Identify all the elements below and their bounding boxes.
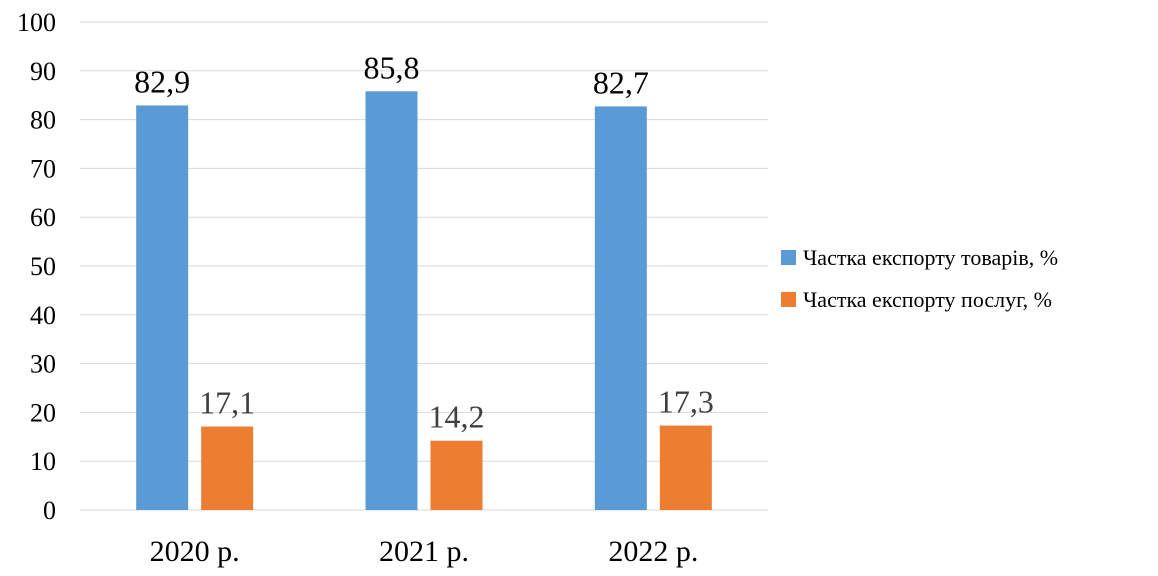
x-axis-category-labels: 2020 р. 2021 р. 2022 р.	[150, 535, 699, 568]
legend-label: Частка експорту послуг, %	[803, 287, 1052, 312]
y-axis-tick-labels: 0 10 20 30 40 50 60 70 80 90 100	[17, 8, 56, 525]
y-tick-label: 50	[30, 252, 56, 281]
data-label: 14,2	[429, 399, 485, 435]
y-tick-label: 30	[30, 350, 56, 379]
y-tick-label: 10	[30, 447, 56, 476]
gridlines	[80, 21, 768, 511]
y-tick-label: 40	[30, 301, 56, 330]
y-tick-label: 100	[17, 8, 56, 37]
y-tick-label: 0	[43, 496, 56, 525]
data-label: 17,3	[658, 384, 714, 420]
data-label: 82,7	[593, 64, 649, 100]
y-tick-label: 60	[30, 203, 56, 232]
x-category-label: 2021 р.	[379, 535, 469, 568]
y-tick-label: 20	[30, 398, 56, 427]
bar-series-1-cat-1	[430, 440, 483, 510]
bar-series-1-cat-2	[659, 425, 712, 510]
x-category-label: 2022 р.	[608, 535, 698, 568]
data-labels: 82,9 17,1 85,8 14,2 82,7 17,3	[134, 49, 714, 434]
bar-series-0-cat-2	[594, 106, 647, 510]
bars	[136, 91, 712, 511]
legend-swatch	[781, 250, 796, 265]
x-category-label: 2020 р.	[150, 535, 240, 568]
bar-series-0-cat-0	[136, 105, 189, 510]
y-tick-label: 90	[30, 57, 56, 86]
data-label: 85,8	[364, 49, 420, 85]
y-tick-label: 80	[30, 106, 56, 135]
data-label: 17,1	[199, 385, 255, 421]
bar-series-0-cat-1	[365, 91, 418, 511]
legend: Частка експорту товарів, % Частка експорт…	[781, 245, 1058, 312]
y-tick-label: 70	[30, 154, 56, 183]
data-label: 82,9	[134, 63, 190, 99]
bar-series-1-cat-0	[201, 426, 254, 510]
legend-swatch	[781, 292, 796, 307]
legend-label: Частка експорту товарів, %	[803, 245, 1058, 270]
